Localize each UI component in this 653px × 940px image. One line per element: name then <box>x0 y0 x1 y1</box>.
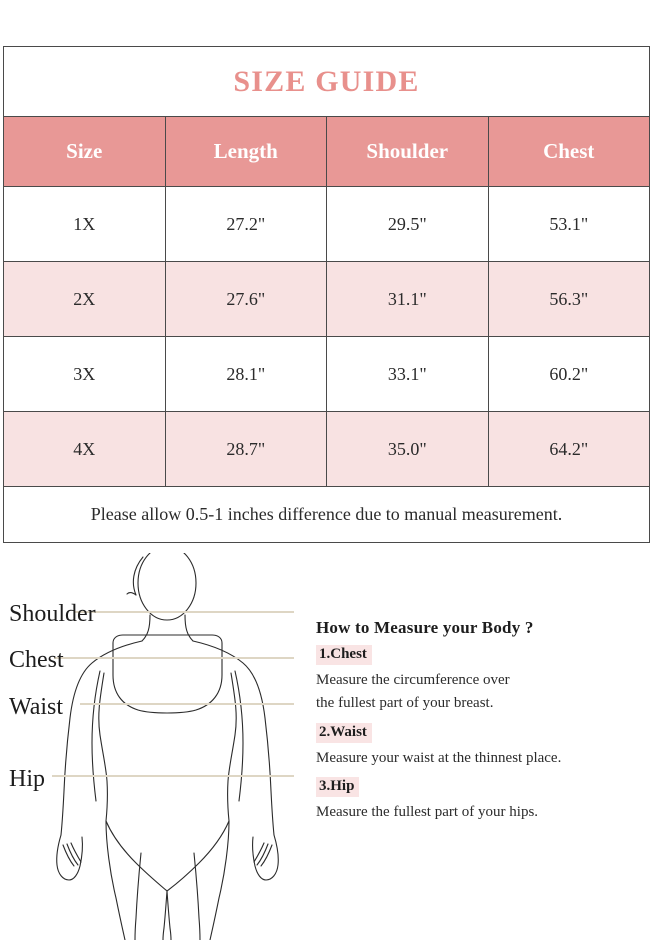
cell-shoulder: 29.5" <box>326 186 489 262</box>
cell-chest: 53.1" <box>487 186 650 262</box>
note-row: Please allow 0.5-1 inches difference due… <box>3 486 650 543</box>
table-row: 2X 27.6" 31.1" 56.3" <box>3 261 650 337</box>
size-guide-table: SIZE GUIDE Size Length Shoulder Chest 1X… <box>3 46 650 543</box>
how-to-measure-panel: How to Measure your Body ? 1.Chest Measu… <box>316 618 653 831</box>
cell-chest: 56.3" <box>487 261 650 337</box>
cell-length: 28.1" <box>164 336 327 412</box>
how-to-measure-heading: How to Measure your Body ? <box>316 618 534 637</box>
title-row: SIZE GUIDE <box>3 46 650 117</box>
column-header-length: Length <box>164 116 327 187</box>
cell-size: 4X <box>3 411 166 487</box>
step-desc-chest-line2: the fullest part of your breast. <box>316 695 494 712</box>
label-waist: Waist <box>9 694 64 720</box>
step-label-chest: 1.Chest <box>316 645 372 665</box>
page-title: SIZE GUIDE <box>233 64 420 98</box>
label-shoulder: Shoulder <box>9 601 96 627</box>
body-figure-illustration <box>56 553 279 940</box>
step-desc-hip-line1: Measure the fullest part of your hips. <box>316 803 539 820</box>
measure-step-chest: 1.Chest Measure the circumference over t… <box>316 645 653 716</box>
table-row: 4X 28.7" 35.0" 64.2" <box>3 411 650 487</box>
step-desc-chest-line1: Measure the circumference over <box>316 672 510 688</box>
shoulder-measure-line <box>74 611 294 613</box>
step-label-hip: 3.Hip <box>316 776 360 797</box>
cell-shoulder: 31.1" <box>326 261 489 337</box>
head-shape <box>137 553 197 621</box>
cell-size: 2X <box>3 261 166 337</box>
measurement-guide-section: Shoulder Chest Waist Hip How to Measure … <box>0 553 653 940</box>
title-cell: SIZE GUIDE <box>3 46 650 117</box>
label-hip: Hip <box>9 766 45 792</box>
table-header-row: Size Length Shoulder Chest <box>3 116 650 187</box>
cell-size: 1X <box>3 186 166 262</box>
hip-measure-line <box>52 775 294 777</box>
column-header-size: Size <box>3 116 166 187</box>
cell-shoulder: 33.1" <box>326 336 489 412</box>
cell-size: 3X <box>3 336 166 412</box>
cell-shoulder: 35.0" <box>326 411 489 487</box>
step-desc-chest: Measure the circumference over the fulle… <box>316 669 653 716</box>
step-desc-waist-line1: Measure your waist at the thinnest place… <box>316 749 562 766</box>
cell-chest: 64.2" <box>487 411 650 487</box>
measure-step-hip: 3.Hip Measure the fullest part of your h… <box>316 776 653 824</box>
measurement-note: Please allow 0.5-1 inches difference due… <box>3 486 650 543</box>
column-header-shoulder: Shoulder <box>326 116 489 187</box>
cell-length: 27.6" <box>164 261 327 337</box>
step-label-waist: 2.Waist <box>316 722 372 743</box>
chest-measure-line <box>54 657 294 659</box>
step-desc-hip: Measure the fullest part of your hips. <box>316 801 653 824</box>
table-row: 3X 28.1" 33.1" 60.2" <box>3 336 650 412</box>
strapless-top <box>112 634 223 714</box>
size-guide-table-container: SIZE GUIDE Size Length Shoulder Chest 1X… <box>3 46 650 543</box>
step-desc-waist: Measure your waist at the thinnest place… <box>316 747 653 770</box>
label-chest: Chest <box>9 647 64 673</box>
cell-chest: 60.2" <box>487 336 650 412</box>
waist-measure-line <box>80 703 294 705</box>
column-header-chest: Chest <box>487 116 650 187</box>
cell-length: 27.2" <box>164 186 327 262</box>
measure-step-waist: 2.Waist Measure your waist at the thinne… <box>316 722 653 770</box>
table-row: 1X 27.2" 29.5" 53.1" <box>3 186 650 262</box>
cell-length: 28.7" <box>164 411 327 487</box>
